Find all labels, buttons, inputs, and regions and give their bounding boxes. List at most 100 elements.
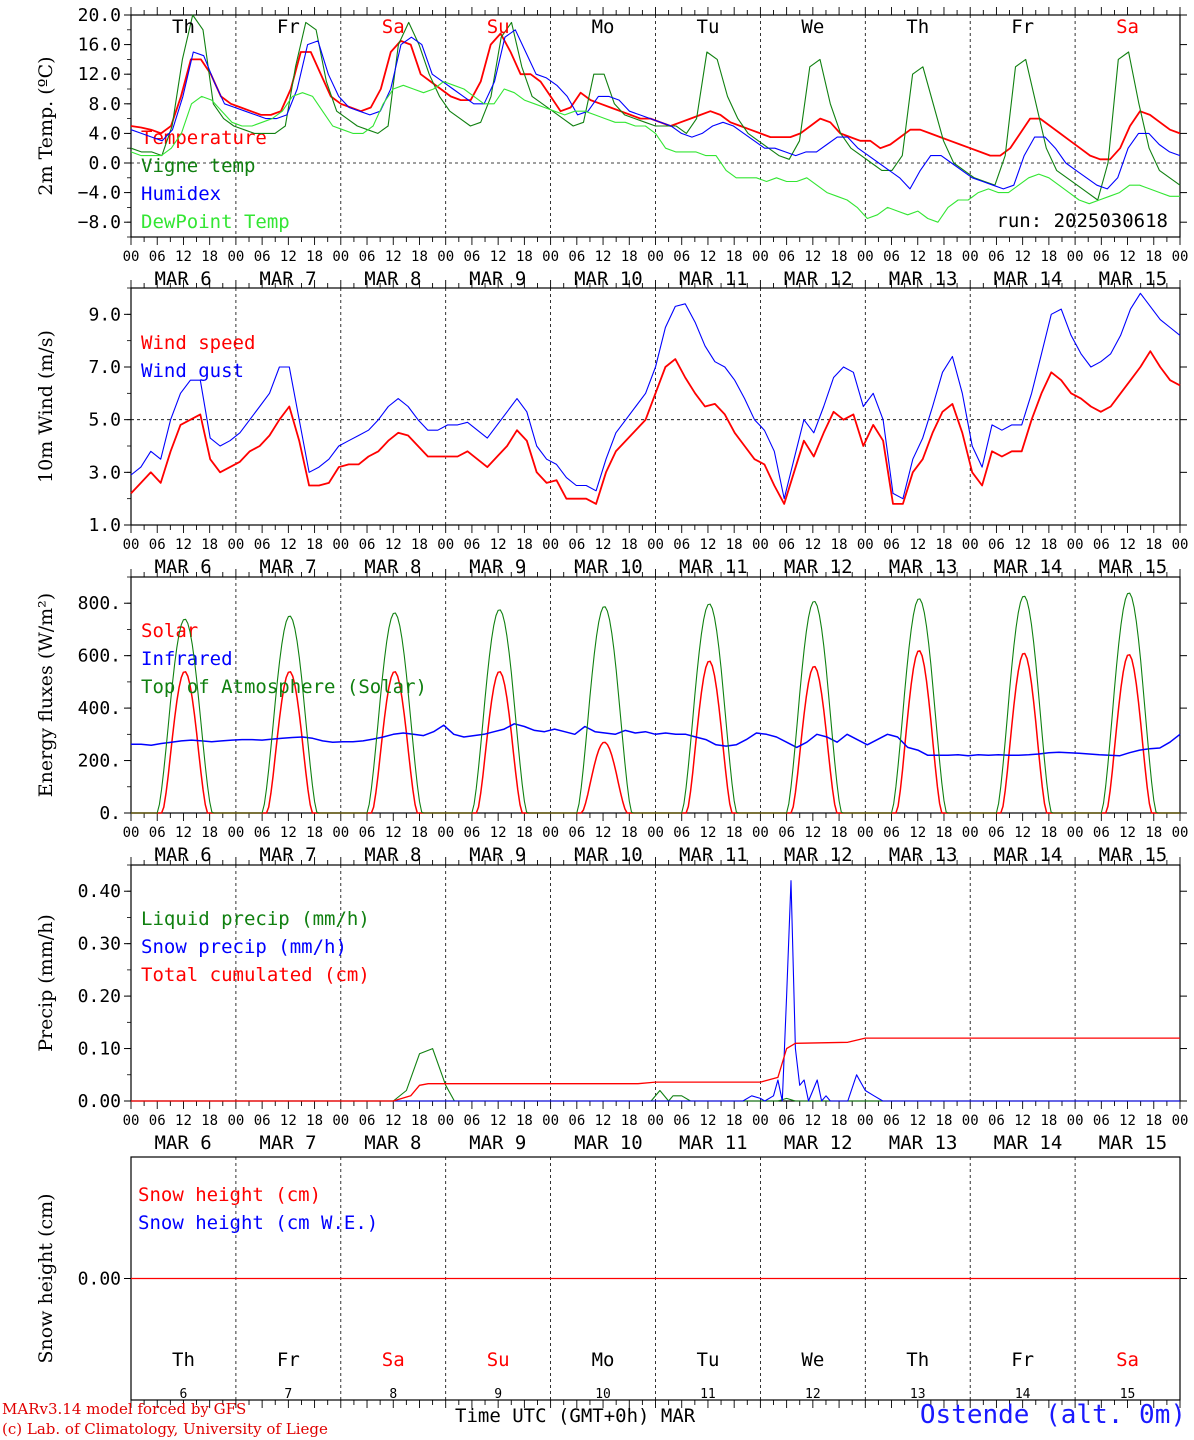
y-tick-label: 0.30 bbox=[78, 934, 121, 955]
legend-entry: Solar bbox=[141, 620, 198, 642]
legend-entry: DewPoint Temp bbox=[141, 211, 290, 233]
hour-tick-label: 00 bbox=[1067, 249, 1084, 265]
hour-tick-label: 06 bbox=[254, 249, 271, 265]
hour-tick-label: 06 bbox=[463, 825, 480, 841]
hour-tick-label: 06 bbox=[883, 249, 900, 265]
hour-tick-label: 12 bbox=[700, 537, 717, 553]
y-tick-label: 400. bbox=[78, 698, 121, 719]
legend-entry: Liquid precip (mm/h) bbox=[141, 908, 370, 930]
y-tick-label: 600. bbox=[78, 646, 121, 667]
hour-tick-label: 06 bbox=[778, 825, 795, 841]
y-axis-title: Snow height (cm) bbox=[35, 1193, 57, 1363]
hour-tick-label: 00 bbox=[752, 249, 769, 265]
hour-tick-label: 18 bbox=[201, 825, 218, 841]
hour-tick-label: 06 bbox=[359, 537, 376, 553]
legend-entry: Infrared bbox=[141, 648, 233, 670]
hour-tick-label: 18 bbox=[726, 1113, 743, 1129]
panel-temp: 20.0 16.0 12.0 8.0 4.0 0.0 −4.0 −8.0 2m Temp. (º… bbox=[35, 5, 1188, 290]
hour-tick-label: 06 bbox=[254, 537, 271, 553]
day-label-top: Sa bbox=[382, 16, 405, 38]
date-label: MAR 7 bbox=[259, 844, 316, 866]
date-label: MAR 12 bbox=[784, 1132, 853, 1154]
legend-entry: Humidex bbox=[141, 183, 221, 205]
hour-tick-label: 06 bbox=[568, 537, 585, 553]
hour-tick-label: 18 bbox=[516, 825, 533, 841]
day-label-bottom: Th bbox=[906, 1349, 929, 1371]
hour-tick-label: 18 bbox=[411, 537, 428, 553]
hour-tick-label: 00 bbox=[227, 825, 244, 841]
hour-tick-label: 00 bbox=[857, 1113, 874, 1129]
day-number: 13 bbox=[910, 1387, 926, 1402]
hour-tick-label: 12 bbox=[385, 1113, 402, 1129]
date-label: MAR 15 bbox=[1099, 268, 1168, 290]
y-tick-label: 16.0 bbox=[78, 35, 121, 56]
hour-tick-label: 12 bbox=[1119, 249, 1136, 265]
hour-tick-label: 00 bbox=[542, 249, 559, 265]
hour-tick-label: 06 bbox=[883, 825, 900, 841]
hour-tick-label: 18 bbox=[621, 249, 638, 265]
y-tick-label: 3.0 bbox=[88, 462, 121, 483]
hour-tick-label: 00 bbox=[752, 1113, 769, 1129]
hour-tick-label: 18 bbox=[411, 249, 428, 265]
hour-tick-label: 18 bbox=[726, 249, 743, 265]
day-label-top: Fr bbox=[277, 16, 300, 38]
hour-tick-label: 12 bbox=[385, 249, 402, 265]
hour-tick-label: 12 bbox=[595, 1113, 612, 1129]
series-line-snow-precip-mm-h- bbox=[131, 880, 1180, 1102]
day-label-top: Su bbox=[487, 16, 510, 38]
date-label: MAR 7 bbox=[259, 556, 316, 578]
hour-tick-label: 18 bbox=[726, 537, 743, 553]
hour-tick-label: 18 bbox=[411, 1113, 428, 1129]
y-tick-label: 0.20 bbox=[78, 986, 121, 1007]
hour-tick-label: 00 bbox=[857, 537, 874, 553]
hour-tick-label: 00 bbox=[857, 249, 874, 265]
hour-tick-label: 18 bbox=[621, 537, 638, 553]
hour-tick-label: 12 bbox=[280, 1113, 297, 1129]
hour-tick-label: 12 bbox=[909, 249, 926, 265]
legend-entry: Wind gust bbox=[141, 360, 244, 382]
y-tick-label: 0.10 bbox=[78, 1039, 121, 1060]
hour-tick-label: 00 bbox=[1172, 825, 1189, 841]
hour-tick-label: 00 bbox=[647, 249, 664, 265]
hour-tick-label: 18 bbox=[831, 825, 848, 841]
hour-tick-label: 18 bbox=[516, 537, 533, 553]
day-number: 12 bbox=[805, 1387, 821, 1402]
hour-tick-label: 06 bbox=[149, 249, 166, 265]
hour-tick-label: 06 bbox=[359, 249, 376, 265]
day-number: 6 bbox=[180, 1387, 188, 1402]
hour-tick-label: 06 bbox=[988, 537, 1005, 553]
date-label: MAR 14 bbox=[994, 556, 1063, 578]
legend-entry: Total cumulated (cm) bbox=[141, 964, 370, 986]
hour-tick-label: 06 bbox=[673, 1113, 690, 1129]
date-label: MAR 9 bbox=[469, 844, 526, 866]
hour-tick-label: 00 bbox=[123, 1113, 140, 1129]
hour-tick-label: 12 bbox=[175, 537, 192, 553]
hour-tick-label: 18 bbox=[1040, 249, 1057, 265]
hour-tick-label: 06 bbox=[463, 1113, 480, 1129]
legend-entry: Temperature bbox=[141, 127, 267, 149]
time-axis-label: Time UTC (GMT+0h) MAR bbox=[455, 1405, 696, 1427]
hour-tick-label: 12 bbox=[909, 537, 926, 553]
hour-tick-label: 06 bbox=[988, 825, 1005, 841]
hour-tick-label: 06 bbox=[1093, 249, 1110, 265]
hour-tick-label: 00 bbox=[647, 825, 664, 841]
y-axis-title: Precip (mm/h) bbox=[35, 914, 57, 1052]
y-axis-title: Energy fluxes (W/m²) bbox=[35, 593, 57, 797]
y-tick-label: 0.00 bbox=[78, 1269, 121, 1290]
y-tick-label: 0.0 bbox=[88, 153, 121, 174]
hour-tick-label: 18 bbox=[516, 1113, 533, 1129]
hour-tick-label: 06 bbox=[988, 1113, 1005, 1129]
day-label-bottom: Sa bbox=[1116, 1349, 1139, 1371]
hour-tick-label: 06 bbox=[673, 249, 690, 265]
date-label: MAR 12 bbox=[784, 268, 853, 290]
hour-tick-label: 12 bbox=[700, 825, 717, 841]
hour-tick-label: 18 bbox=[1040, 825, 1057, 841]
hour-tick-label: 00 bbox=[1067, 537, 1084, 553]
series-line-total-cumulated-cm- bbox=[131, 1037, 1180, 1102]
hour-tick-label: 18 bbox=[306, 537, 323, 553]
y-tick-label: 1.0 bbox=[88, 515, 121, 536]
run-label: run: 2025030618 bbox=[996, 210, 1168, 232]
hour-tick-label: 00 bbox=[437, 537, 454, 553]
hour-tick-label: 00 bbox=[1067, 825, 1084, 841]
y-tick-label: −8.0 bbox=[78, 212, 121, 233]
